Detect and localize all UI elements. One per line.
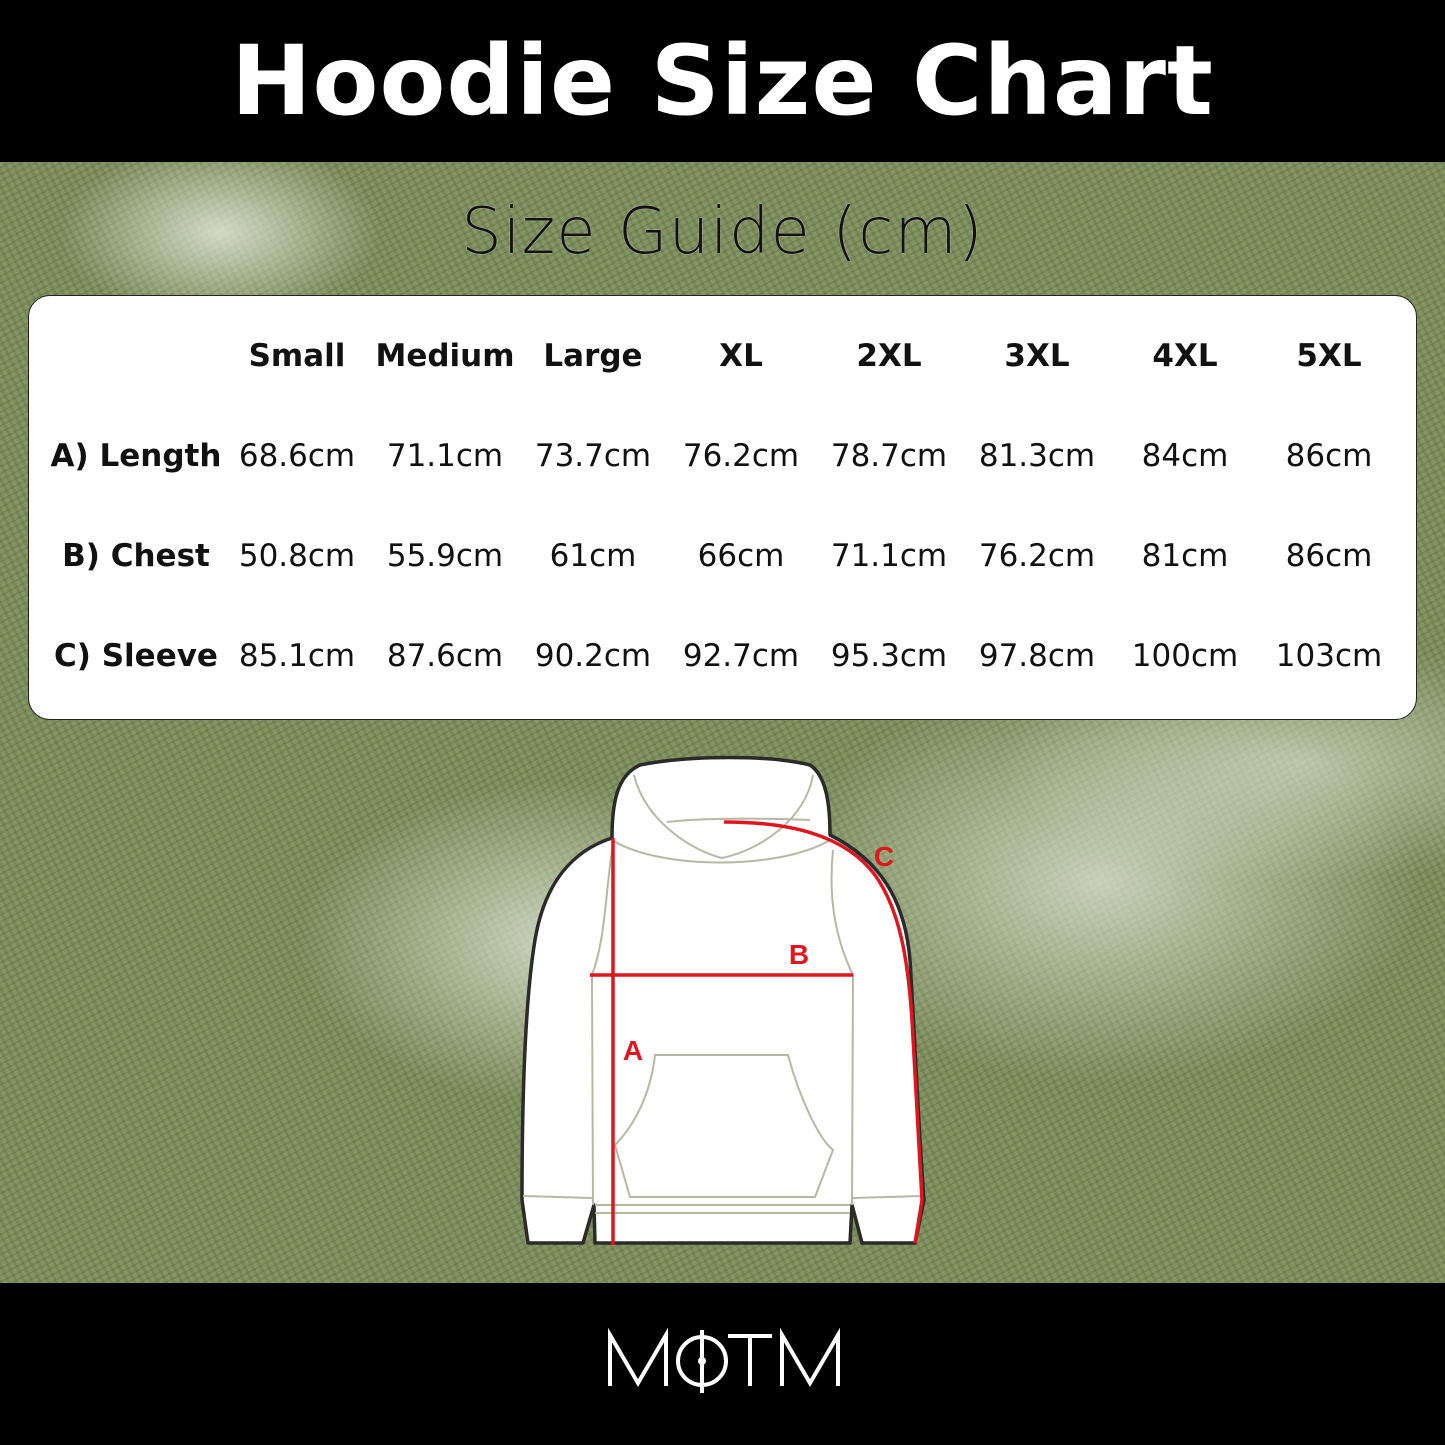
table-cell: 61cm [549, 538, 637, 574]
table-cell: 95.3cm [830, 638, 948, 674]
table-cell: 73.7cm [534, 438, 652, 474]
table-cell: 85.1cm [238, 638, 356, 674]
column-header: XL [719, 338, 763, 374]
footer-bar [0, 1283, 1445, 1445]
row-label: C) Sleeve [54, 638, 218, 674]
row-label: B) Chest [62, 538, 210, 574]
column-header: Small [248, 338, 346, 374]
label-b: B [789, 939, 809, 970]
table-cell: 103cm [1275, 638, 1383, 674]
table-cell: 50.8cm [238, 538, 356, 574]
motm-logo [608, 1327, 840, 1393]
column-header: Medium [375, 338, 515, 374]
hoodie-outline [520, 755, 926, 1245]
table-cell: 76.2cm [978, 538, 1096, 574]
table-cell: 68.6cm [238, 438, 356, 474]
measurement-lines [590, 820, 924, 1245]
subtitle: Size Guide (cm) [461, 195, 984, 269]
table-cell: 71.1cm [386, 438, 504, 474]
table-cell: 100cm [1131, 638, 1239, 674]
column-header: 5XL [1296, 338, 1362, 374]
row-label: A) Length [50, 438, 222, 474]
table-header-row: Small Medium Large XL 2XL 3XL 4XL 5XL [29, 326, 1416, 386]
table-cell: 97.8cm [978, 638, 1096, 674]
table-cell: 78.7cm [830, 438, 948, 474]
table-cell: 87.6cm [386, 638, 504, 674]
table-cell: 86cm [1285, 438, 1373, 474]
page-title: Hoodie Size Chart [231, 25, 1214, 137]
label-a: A [623, 1035, 643, 1066]
table-cell: 76.2cm [682, 438, 800, 474]
column-header: 4XL [1152, 338, 1218, 374]
size-table: Small Medium Large XL 2XL 3XL 4XL 5XL A)… [28, 295, 1417, 720]
table-cell: 90.2cm [534, 638, 652, 674]
table-cell: 81.3cm [978, 438, 1096, 474]
column-header: 3XL [1004, 338, 1070, 374]
table-row: B) Chest 50.8cm 55.9cm 61cm 66cm 71.1cm … [29, 526, 1416, 586]
title-bar: Hoodie Size Chart [0, 0, 1445, 162]
hoodie-seams [522, 774, 923, 1214]
column-header: 2XL [856, 338, 922, 374]
table-cell: 71.1cm [830, 538, 948, 574]
table-row: C) Sleeve 85.1cm 87.6cm 90.2cm 92.7cm 95… [29, 626, 1416, 686]
table-cell: 84cm [1141, 438, 1229, 474]
table-cell: 92.7cm [682, 638, 800, 674]
table-row: A) Length 68.6cm 71.1cm 73.7cm 76.2cm 78… [29, 426, 1416, 486]
hoodie-diagram: A B C [520, 755, 926, 1245]
table-cell: 86cm [1285, 538, 1373, 574]
column-header: Large [543, 338, 643, 374]
table-cell: 81cm [1141, 538, 1229, 574]
table-cell: 55.9cm [386, 538, 504, 574]
table-cell: 66cm [697, 538, 785, 574]
sleeve-line [723, 820, 924, 1244]
label-c: C [874, 841, 894, 872]
